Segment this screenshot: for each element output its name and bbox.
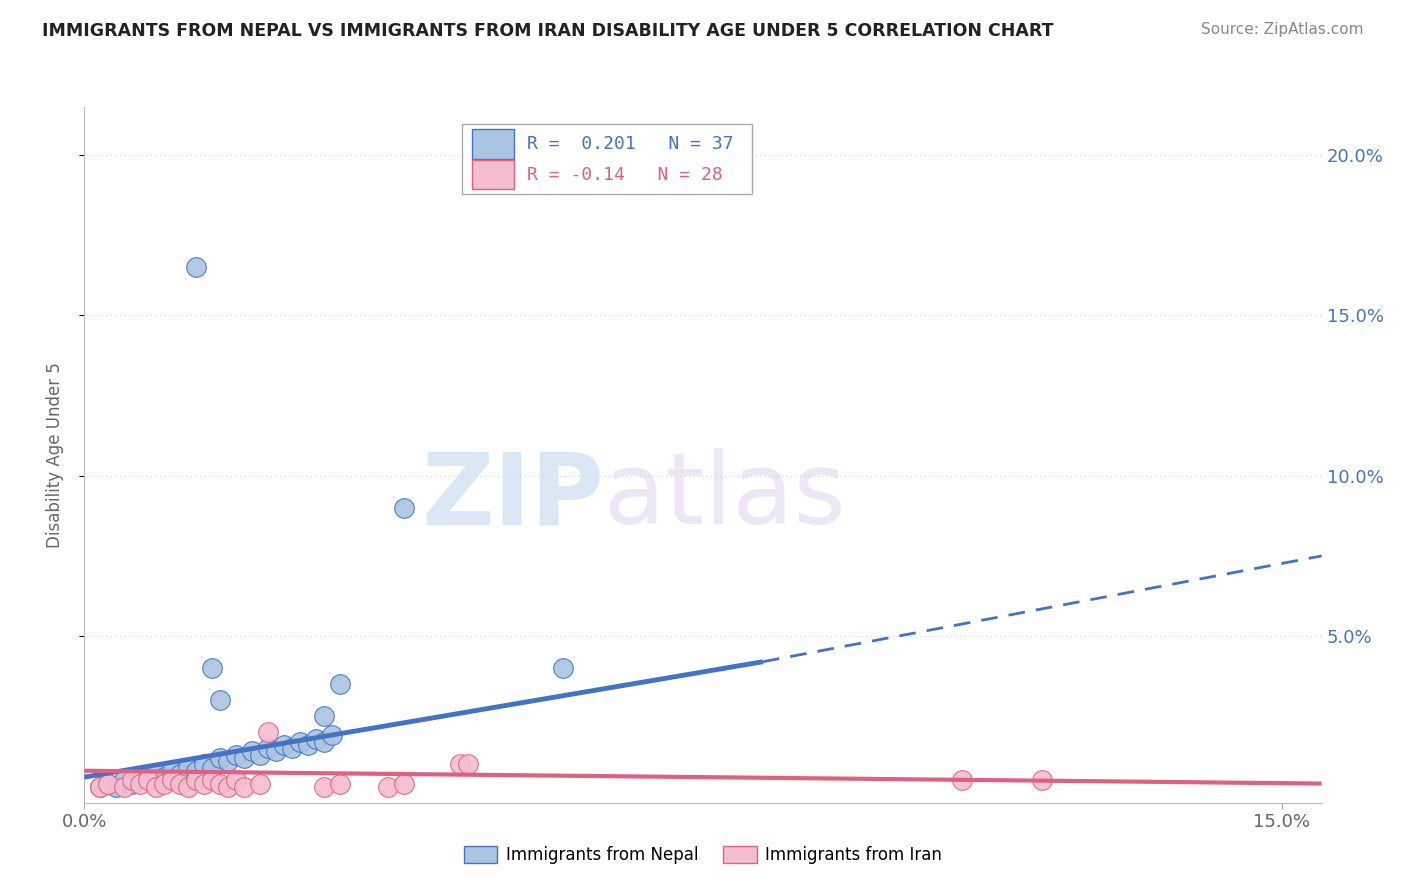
Text: R =  0.201   N = 37: R = 0.201 N = 37 (527, 135, 734, 153)
Point (209, 776, 232, 790)
Point (89, 780, 111, 794)
Point (121, 776, 143, 790)
Point (184, 260, 207, 275)
Point (129, 776, 152, 790)
Point (225, 747, 247, 762)
Point (136, 773, 159, 788)
Point (273, 738, 295, 752)
Point (193, 776, 215, 790)
Point (217, 754, 239, 768)
Point (288, 735, 311, 749)
Point (329, 677, 352, 691)
Point (449, 757, 471, 772)
Point (184, 764, 207, 778)
Point (193, 757, 215, 772)
Point (312, 780, 335, 794)
Point (201, 773, 224, 788)
Point (233, 780, 256, 794)
Point (1031, 773, 1053, 788)
Point (952, 773, 974, 788)
Point (145, 780, 167, 794)
Point (312, 709, 335, 723)
Point (392, 776, 415, 790)
Point (553, 661, 575, 675)
Point (249, 747, 271, 762)
FancyBboxPatch shape (471, 160, 513, 189)
Point (201, 661, 224, 675)
Text: R = -0.14   N = 28: R = -0.14 N = 28 (527, 166, 723, 184)
Point (105, 780, 128, 794)
Point (264, 744, 287, 758)
Point (392, 500, 415, 515)
Point (225, 773, 247, 788)
Point (257, 741, 280, 756)
Point (97, 776, 120, 790)
Point (112, 773, 135, 788)
Point (329, 776, 352, 790)
Point (89, 780, 111, 794)
Point (169, 776, 191, 790)
Point (297, 738, 319, 752)
Point (305, 731, 328, 746)
Point (457, 757, 479, 772)
Text: Source: ZipAtlas.com: Source: ZipAtlas.com (1201, 22, 1364, 37)
Point (281, 741, 304, 756)
Point (153, 770, 176, 784)
Point (312, 735, 335, 749)
FancyBboxPatch shape (471, 129, 513, 159)
Point (201, 760, 224, 774)
Point (209, 751, 232, 765)
Point (121, 773, 143, 788)
Legend: Immigrants from Nepal, Immigrants from Iran: Immigrants from Nepal, Immigrants from I… (457, 839, 949, 871)
Text: atlas: atlas (605, 448, 845, 545)
Point (145, 767, 167, 781)
Point (160, 764, 183, 778)
Point (153, 776, 176, 790)
Point (169, 767, 191, 781)
Point (209, 693, 232, 707)
Point (129, 770, 152, 784)
Text: IMMIGRANTS FROM NEPAL VS IMMIGRANTS FROM IRAN DISABILITY AGE UNDER 5 CORRELATION: IMMIGRANTS FROM NEPAL VS IMMIGRANTS FROM… (42, 22, 1053, 40)
Point (321, 729, 343, 743)
Point (233, 751, 256, 765)
Point (177, 780, 200, 794)
Point (377, 780, 399, 794)
Text: ZIP: ZIP (422, 448, 605, 545)
Point (97, 776, 120, 790)
Point (177, 760, 200, 774)
FancyBboxPatch shape (461, 124, 752, 194)
Point (217, 780, 239, 794)
Point (184, 773, 207, 788)
Y-axis label: Disability Age Under 5: Disability Age Under 5 (45, 362, 63, 548)
Point (257, 725, 280, 739)
Point (160, 773, 183, 788)
Point (136, 773, 159, 788)
Point (249, 776, 271, 790)
Point (112, 780, 135, 794)
Point (240, 744, 263, 758)
